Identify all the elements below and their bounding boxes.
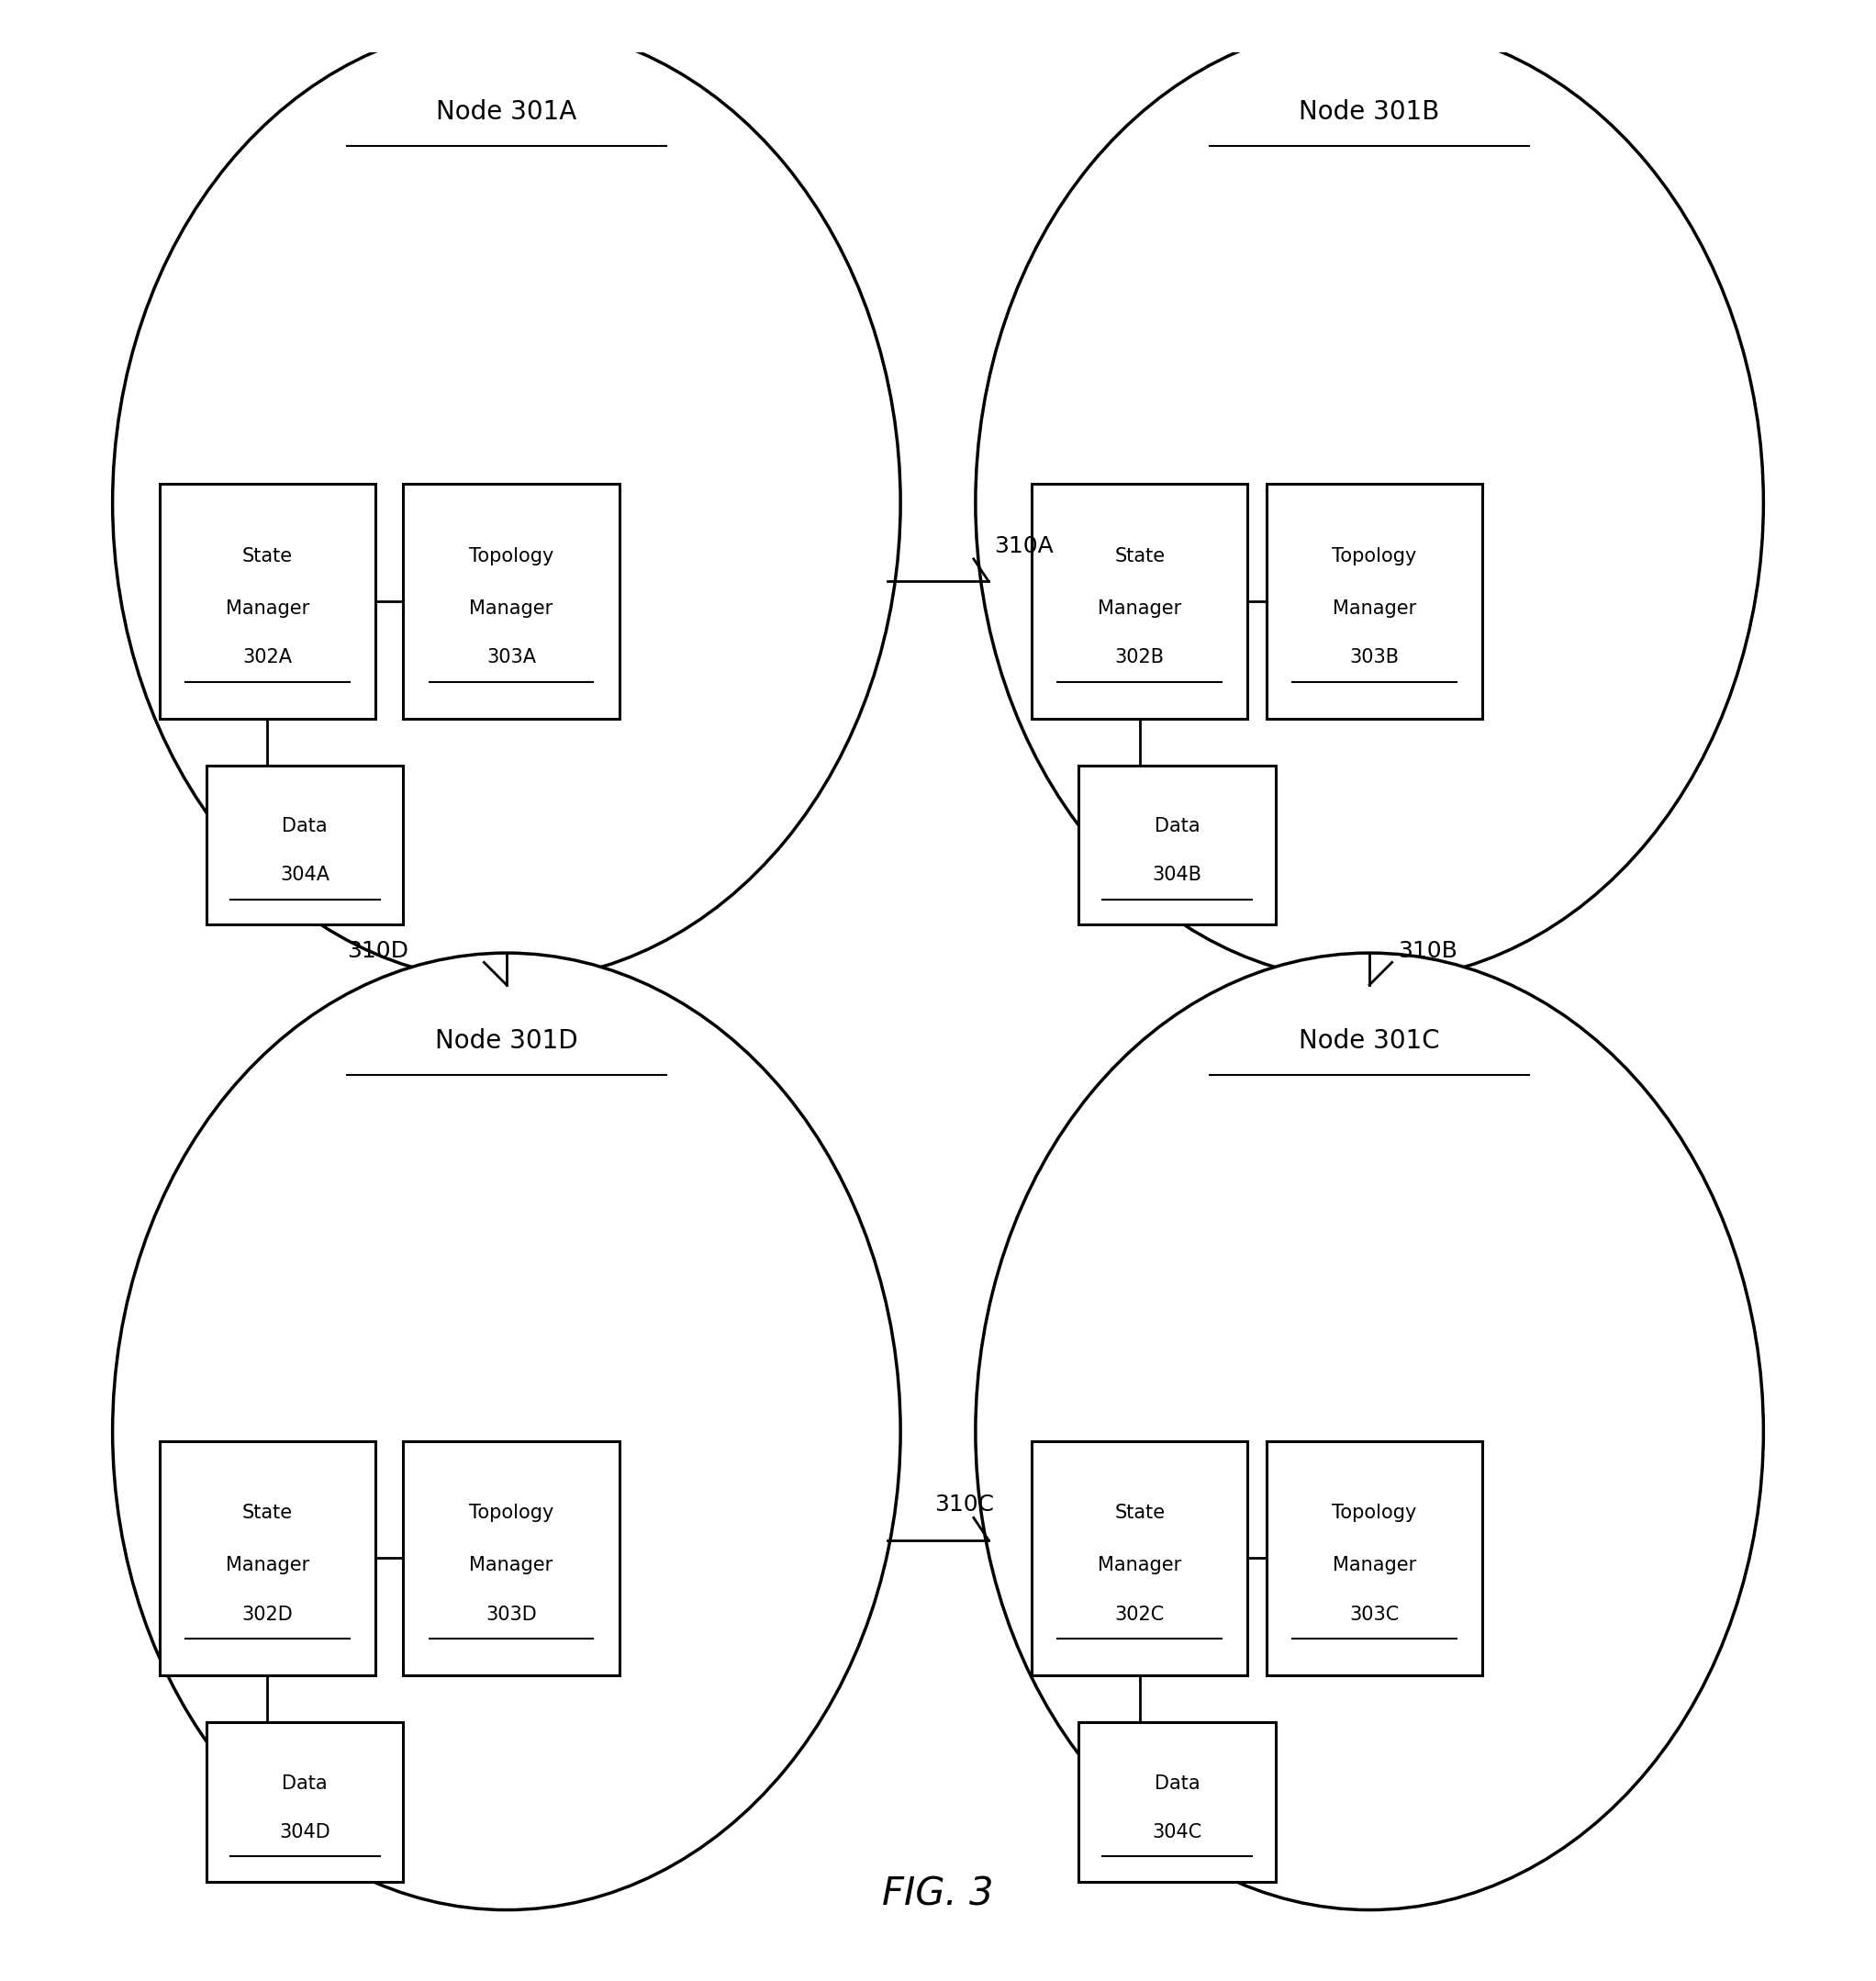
FancyBboxPatch shape bbox=[403, 483, 619, 719]
Text: Manager: Manager bbox=[1097, 600, 1182, 618]
Text: State: State bbox=[242, 547, 293, 565]
Text: 302A: 302A bbox=[242, 648, 293, 668]
Text: 310D: 310D bbox=[347, 941, 409, 963]
FancyBboxPatch shape bbox=[159, 483, 375, 719]
Text: 303C: 303C bbox=[1349, 1605, 1399, 1624]
Text: Topology: Topology bbox=[469, 1504, 553, 1521]
FancyBboxPatch shape bbox=[159, 1440, 375, 1676]
FancyBboxPatch shape bbox=[1032, 483, 1248, 719]
FancyBboxPatch shape bbox=[403, 1440, 619, 1676]
FancyBboxPatch shape bbox=[1079, 1721, 1276, 1882]
Text: 302D: 302D bbox=[242, 1605, 293, 1624]
FancyBboxPatch shape bbox=[206, 1721, 403, 1882]
Text: FIG. 3: FIG. 3 bbox=[882, 1876, 994, 1914]
Text: 302C: 302C bbox=[1114, 1605, 1165, 1624]
Text: Data: Data bbox=[281, 1775, 328, 1793]
FancyBboxPatch shape bbox=[1266, 1440, 1482, 1676]
Text: Data: Data bbox=[1154, 816, 1201, 836]
Text: 302B: 302B bbox=[1114, 648, 1165, 668]
Text: 310C: 310C bbox=[934, 1494, 994, 1515]
Ellipse shape bbox=[113, 953, 900, 1910]
Text: Manager: Manager bbox=[1332, 600, 1416, 618]
Text: 304D: 304D bbox=[280, 1823, 330, 1840]
Text: State: State bbox=[242, 1504, 293, 1521]
Text: State: State bbox=[1114, 547, 1165, 565]
FancyBboxPatch shape bbox=[1266, 483, 1482, 719]
FancyBboxPatch shape bbox=[206, 765, 403, 925]
Text: Manager: Manager bbox=[1332, 1557, 1416, 1575]
Text: Manager: Manager bbox=[469, 600, 553, 618]
FancyBboxPatch shape bbox=[1032, 1440, 1248, 1676]
Text: Manager: Manager bbox=[469, 1557, 553, 1575]
Text: Topology: Topology bbox=[469, 547, 553, 565]
Ellipse shape bbox=[976, 953, 1763, 1910]
Ellipse shape bbox=[976, 24, 1763, 981]
Text: Manager: Manager bbox=[225, 600, 310, 618]
Text: Node 301B: Node 301B bbox=[1298, 99, 1441, 125]
Text: Manager: Manager bbox=[1097, 1557, 1182, 1575]
Ellipse shape bbox=[113, 24, 900, 981]
Text: Manager: Manager bbox=[225, 1557, 310, 1575]
Text: 304A: 304A bbox=[280, 866, 330, 884]
Text: 303B: 303B bbox=[1349, 648, 1399, 668]
Text: Node 301D: Node 301D bbox=[435, 1028, 578, 1054]
Text: Node 301C: Node 301C bbox=[1298, 1028, 1441, 1054]
FancyBboxPatch shape bbox=[1079, 765, 1276, 925]
Text: 303D: 303D bbox=[486, 1605, 537, 1624]
Text: 310B: 310B bbox=[1398, 941, 1458, 963]
Text: State: State bbox=[1114, 1504, 1165, 1521]
Text: 304C: 304C bbox=[1152, 1823, 1203, 1840]
Text: 310A: 310A bbox=[994, 535, 1054, 557]
Text: Data: Data bbox=[281, 816, 328, 836]
Text: Topology: Topology bbox=[1332, 547, 1416, 565]
Text: 303A: 303A bbox=[486, 648, 537, 668]
Text: Data: Data bbox=[1154, 1775, 1201, 1793]
Text: 304B: 304B bbox=[1152, 866, 1203, 884]
Text: Node 301A: Node 301A bbox=[437, 99, 576, 125]
Text: Topology: Topology bbox=[1332, 1504, 1416, 1521]
